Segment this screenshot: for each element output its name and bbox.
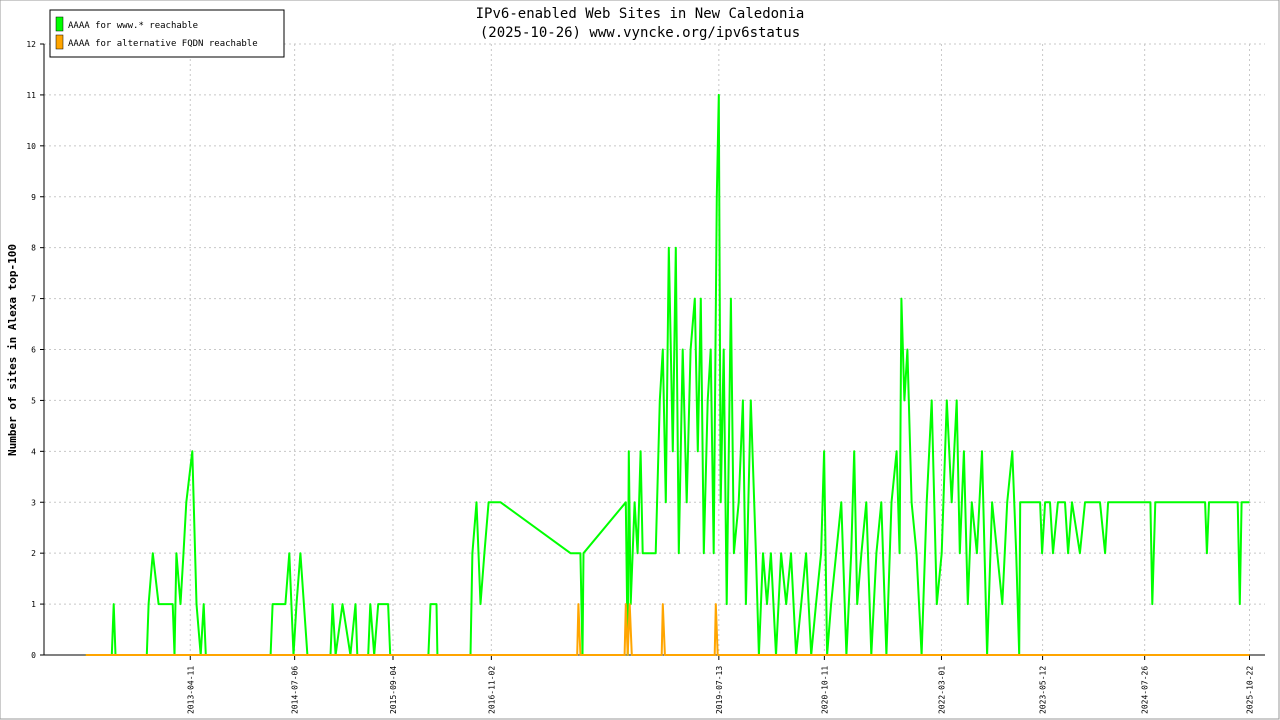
y-tick-label: 1	[31, 600, 36, 609]
chart-subtitle: (2025-10-26) www.vyncke.org/ipv6status	[480, 25, 800, 41]
x-tick-label: 2025-10-22	[1245, 666, 1254, 714]
x-tick-label: 2023-05-12	[1039, 666, 1048, 714]
x-tick-label: 2024-07-26	[1141, 666, 1150, 714]
legend-label: AAAA for alternative FQDN reachable	[68, 39, 258, 49]
legend-swatch	[55, 34, 64, 50]
chart-title: IPv6-enabled Web Sites in New Caledonia	[476, 6, 805, 22]
y-tick-label: 6	[31, 346, 36, 355]
y-tick-label: 9	[31, 193, 36, 202]
x-tick-label: 2013-04-11	[186, 666, 195, 714]
x-tick-label: 2016-11-02	[487, 666, 496, 714]
y-tick-label: 0	[31, 651, 36, 660]
legend-swatch	[55, 16, 64, 32]
legend: AAAA for www.* reachable AAAA for alterna…	[49, 9, 285, 58]
x-tick-label: 2022-03-01	[937, 666, 946, 714]
y-tick-label: 5	[31, 396, 36, 405]
legend-box	[49, 9, 285, 58]
y-tick-label: 7	[31, 295, 36, 304]
y-tick-label: 10	[26, 142, 36, 151]
y-axis-label: Number of sites in Alexa top-100	[6, 244, 19, 456]
data-line	[85, 603, 1250, 656]
y-tick-label: 3	[31, 498, 36, 507]
y-tick-label: 2	[31, 549, 36, 558]
y-tick-label: 4	[31, 447, 36, 456]
y-tick-label: 12	[26, 40, 36, 49]
x-tick-label: 2014-07-06	[291, 666, 300, 714]
x-tick-label: 2020-10-11	[820, 666, 829, 714]
y-tick-label: 8	[31, 244, 36, 253]
x-tick-label: 2019-07-13	[715, 666, 724, 714]
y-tick-label: 11	[26, 91, 36, 100]
x-tick-label: 2015-09-04	[389, 666, 398, 714]
data-line	[85, 93, 1250, 656]
legend-label: AAAA for www.* reachable	[68, 21, 198, 31]
